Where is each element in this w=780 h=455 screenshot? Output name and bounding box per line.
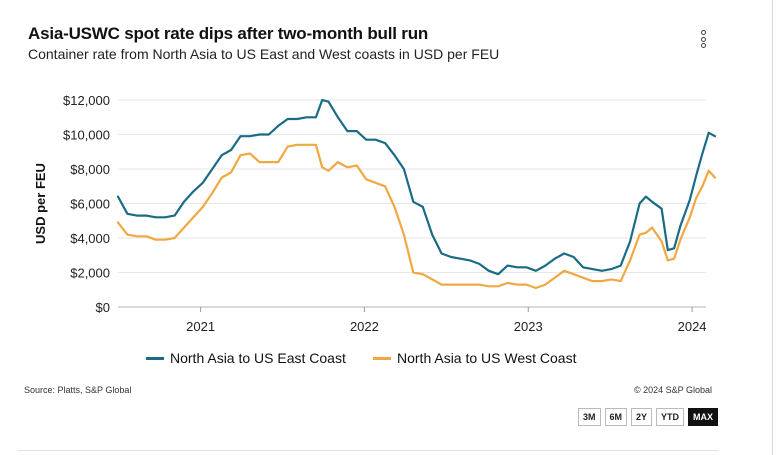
- x-tick-label: 2023: [514, 319, 543, 334]
- page-edge-divider: [772, 0, 773, 455]
- y-tick-label: $2,000: [70, 266, 110, 281]
- y-tick-label: $4,000: [70, 231, 110, 246]
- more-options-icon[interactable]: [696, 30, 710, 54]
- legend-swatch: [373, 356, 391, 360]
- y-tick-label: $12,000: [63, 93, 110, 108]
- x-tick-label: 2021: [186, 319, 215, 334]
- line-chart: $0 $2,000 $4,000 $6,000 $8,000 $10,000 $12,000…: [33, 93, 717, 334]
- legend-item-west-coast[interactable]: North Asia to US West Coast: [373, 350, 576, 366]
- y-tick-label: $0: [96, 300, 110, 315]
- y-tick-label: $8,000: [70, 162, 110, 177]
- chart-title: Asia-USWC spot rate dips after two-month…: [28, 24, 429, 43]
- legend-label: North Asia to US West Coast: [397, 350, 577, 366]
- copyright-note: © 2024 S&P Global: [633, 385, 712, 395]
- source-note: Source: Platts, S&P Global: [24, 385, 132, 395]
- y-tick-label: $10,000: [63, 128, 110, 143]
- series-line-east-coast: [116, 98, 717, 276]
- range-button-ytd[interactable]: YTD: [656, 408, 685, 426]
- range-button-max[interactable]: MAX: [688, 408, 719, 426]
- range-selector: 3M 6M 2Y YTD MAX: [574, 408, 719, 426]
- chart-subtitle: Container rate from North Asia to US Eas…: [28, 46, 500, 62]
- y-tick-label: $6,000: [70, 197, 110, 212]
- range-button-3m[interactable]: 3M: [578, 408, 601, 426]
- chart-legend: North Asia to US East Coast North Asia to…: [18, 350, 718, 370]
- legend-label: North Asia to US East Coast: [170, 350, 346, 366]
- series-line-west-coast: [116, 143, 717, 290]
- x-tick-label: 2022: [350, 319, 379, 334]
- range-button-2y[interactable]: 2Y: [631, 408, 653, 426]
- legend-item-east-coast[interactable]: North Asia to US East Coast: [146, 350, 346, 366]
- range-button-6m[interactable]: 6M: [604, 408, 628, 426]
- y-axis-label: USD per FEU: [33, 163, 48, 244]
- legend-swatch: [146, 356, 164, 360]
- chart-card: Asia-USWC spot rate dips after two-month…: [18, 10, 719, 451]
- x-tick-label: 2024: [678, 319, 707, 334]
